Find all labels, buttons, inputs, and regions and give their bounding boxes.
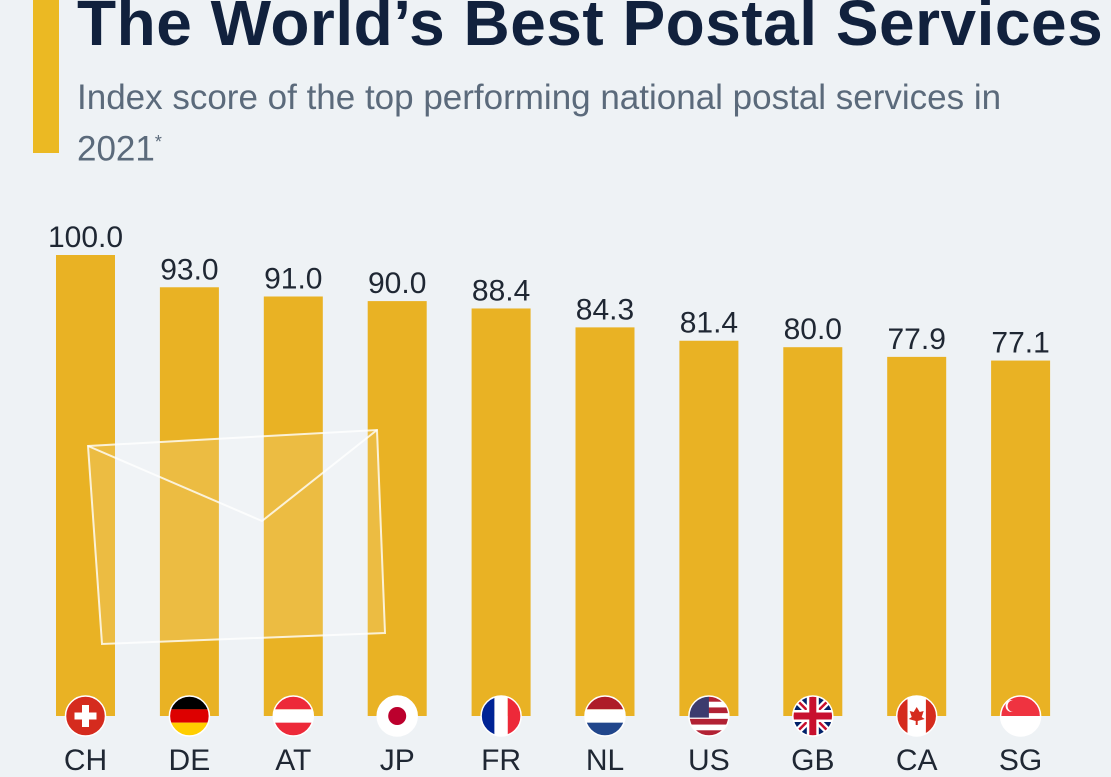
bar-nl xyxy=(575,327,635,716)
envelope-icon xyxy=(86,428,387,646)
france-flag-icon xyxy=(480,695,522,737)
category-label-jp: JP xyxy=(380,744,415,777)
value-label-fr: 88.4 xyxy=(472,274,530,307)
bar-sg xyxy=(991,360,1051,716)
category-label-ch: CH xyxy=(64,744,107,777)
value-label-sg: 77.1 xyxy=(991,327,1049,360)
value-label-jp: 90.0 xyxy=(368,267,426,300)
category-label-nl: NL xyxy=(586,744,624,777)
bars-layer xyxy=(56,255,1051,716)
category-label-at: AT xyxy=(275,744,311,777)
chart-subtitle: Index score of the top performing nation… xyxy=(77,76,1087,172)
austria-flag-icon xyxy=(272,695,315,737)
category-label-gb: GB xyxy=(791,744,834,777)
value-label-nl: 84.3 xyxy=(576,293,634,326)
labels-layer: 100.0 CH 93.0 DE 91.0 AT 90.0 JP 88.4 FR 84.3 NL 81.… xyxy=(48,221,1050,777)
category-label-us: US xyxy=(688,744,730,777)
category-label-de: DE xyxy=(169,744,211,777)
category-label-sg: SG xyxy=(999,744,1042,777)
value-label-de: 93.0 xyxy=(160,253,218,286)
germany-flag-icon xyxy=(168,695,211,737)
bar-fr xyxy=(471,308,531,716)
category-label-ca: CA xyxy=(896,744,938,777)
canada-flag-icon xyxy=(895,695,938,737)
bar-de xyxy=(159,287,219,716)
singapore-flag-icon xyxy=(999,695,1042,737)
bar-gb xyxy=(783,347,843,716)
usa-flag-icon xyxy=(688,695,730,737)
title-accent-bar xyxy=(33,0,59,153)
value-label-gb: 80.0 xyxy=(784,313,842,346)
subtitle-text: Index score of the top performing nation… xyxy=(77,78,1002,169)
value-label-us: 81.4 xyxy=(680,307,738,340)
bar-jp xyxy=(367,301,427,716)
uk-flag-icon xyxy=(792,695,834,737)
value-label-ch: 100.0 xyxy=(48,221,123,254)
value-label-ca: 77.9 xyxy=(888,323,946,356)
footnote-marker: * xyxy=(154,132,162,152)
japan-flag-icon xyxy=(376,695,418,737)
bar-at xyxy=(263,296,323,716)
chart-title: The World’s Best Postal Services xyxy=(77,0,1104,59)
value-label-at: 91.0 xyxy=(264,262,322,295)
bar-us xyxy=(679,340,739,716)
bar-ca xyxy=(887,356,947,716)
bar-ch xyxy=(56,255,115,716)
category-label-fr: FR xyxy=(481,744,521,777)
switzerland-flag-icon xyxy=(64,695,107,737)
netherlands-flag-icon xyxy=(584,695,626,737)
